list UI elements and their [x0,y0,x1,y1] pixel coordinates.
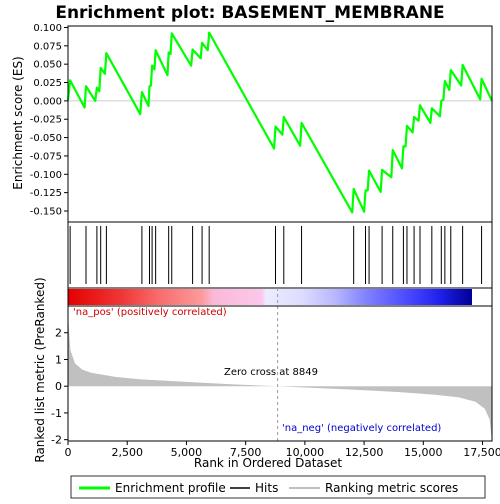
legend-box [70,475,486,499]
chart-title: Enrichment plot: BASEMENT_MEMBRANE [55,3,444,23]
metric-plot-frame [67,305,493,442]
es-y-tick-label: -0.150 [30,206,62,217]
es-plot-area [68,26,492,222]
metric-y-tick-label: 0 [55,380,62,393]
es-y-tick-label: -0.075 [30,151,62,162]
ranked-metric-panel: 210-1-20 2,500 5,000 7,500 10,000 12,500 15,00… [51,288,500,459]
zero-cross-label: Zero cross at 8849 [224,367,318,378]
es-y-tick-label: 0.025 [33,78,62,89]
x-tick-label: 2,500 [111,446,143,459]
es-y-tick-label: 0.075 [33,41,62,52]
hits-panel [67,221,493,289]
negative-correlation-label: 'na_neg' (negatively correlated) [282,423,441,434]
es-y-tick-label: 0.000 [33,96,62,107]
enrichment-profile-line [66,31,493,214]
metric-y-tick-label: -1 [51,407,62,420]
x-tick-label: 12,500 [345,446,384,459]
es-y-tick-label: 0.050 [33,60,62,71]
es-y-tick-label: -0.125 [30,188,62,199]
x-tick-label: 17,500 [463,446,500,459]
metric-y-tick-label: 2 [55,327,62,340]
x-tick-label: 10,000 [286,446,325,459]
x-tick-label: 5,000 [171,446,203,459]
rank-band [68,289,472,305]
metric-y-tick-label: -2 [51,434,62,447]
rank-color-band [67,287,493,307]
x-tick-label: 7,500 [230,446,262,459]
legend: Enrichment profile Hits Ranking metric s… [70,475,486,499]
legend-label-enrichment: Enrichment profile [115,481,226,495]
x-tick-label: 15,000 [404,446,443,459]
legend-label-ranking: Ranking metric scores [325,481,458,495]
es-y-tick-label: -0.050 [30,133,62,144]
hits-frame [67,221,493,289]
es-y-tick-label: -0.025 [30,115,62,126]
x-tick-label: 0 [65,446,72,459]
es-panel: 0.100 0.075 0.050 0.025 0.000 -0.025 -0.050 -0.… [30,23,493,223]
metric-axis-label: Ranked list metric (PreRanked) [33,277,47,462]
metric-plot-area [68,306,492,441]
x-axis-label: Rank in Ordered Dataset [194,456,342,470]
legend-label-hits: Hits [255,481,278,495]
es-axis-label: Enrichment score (ES) [11,56,25,189]
positive-correlation-label: 'na_pos' (positively correlated) [73,307,227,318]
es-y-tick-label: -0.100 [30,170,62,181]
metric-y-tick-label: 1 [55,353,62,366]
es-y-tick-label: 0.100 [33,23,62,34]
